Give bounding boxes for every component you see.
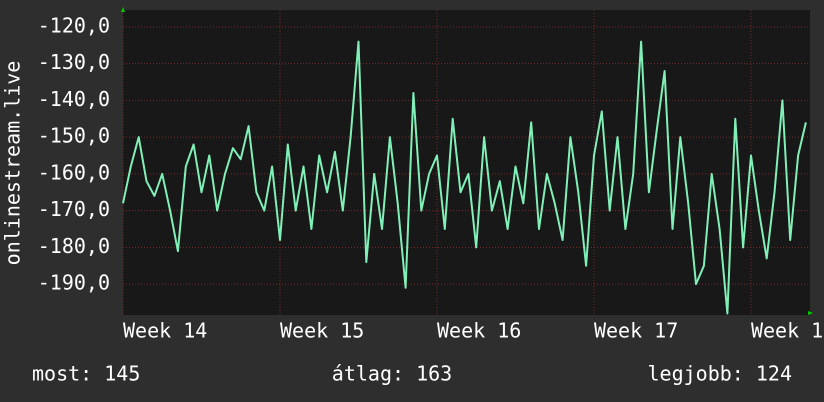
y-tick-label: -170,0 [38,197,110,221]
axis-arrow [808,311,813,315]
x-tick-label: Week 17 [594,319,678,343]
x-tick-label: Week 14 [123,319,207,343]
data-line [122,40,807,315]
y-axis-label: onlinestream.live [1,61,25,266]
axis-arrow [121,7,125,12]
x-tick-label: Week 18 [751,319,824,343]
y-tick-label: -190,0 [38,271,110,295]
y-tick-label: -150,0 [38,124,110,148]
y-tick-label: -140,0 [38,87,110,111]
marks [122,40,807,315]
x-tick-label: Week 16 [437,319,521,343]
stat-current: most: 145 [32,362,140,386]
stat-best: legjobb: 124 [648,362,793,386]
stat-average: átlag: 163 [332,362,452,386]
y-tick-label: -180,0 [38,234,110,258]
y-tick-label: -160,0 [38,160,110,184]
y-tick-label: -120,0 [38,13,110,37]
grid [122,10,810,315]
plot-area [123,10,810,315]
x-tick-label: Week 15 [280,319,364,343]
y-tick-label: -130,0 [38,50,110,74]
